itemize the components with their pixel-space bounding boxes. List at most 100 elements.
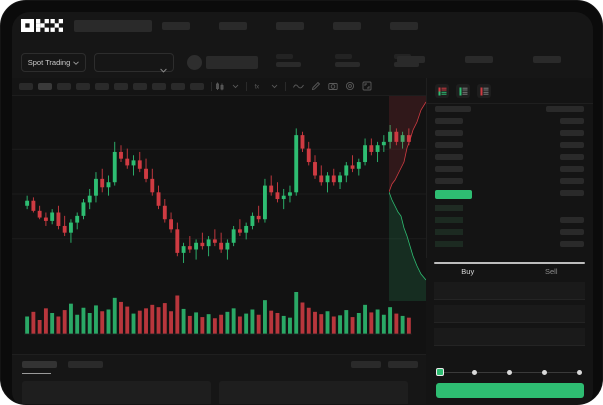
orderbook-amount-cell	[560, 217, 584, 223]
timeframe-chip[interactable]	[133, 83, 147, 90]
orderbook-mode-asks-icon[interactable]	[477, 84, 491, 98]
orderbook-amount-cell	[560, 241, 584, 247]
fullscreen-icon[interactable]	[362, 81, 372, 91]
nav-item-earn[interactable]	[333, 22, 361, 30]
orderbook-ask-row[interactable]	[435, 118, 463, 124]
settings-gear-icon[interactable]	[345, 81, 355, 91]
stat-value	[276, 62, 301, 67]
trading-mode-select[interactable]: Spot Trading	[21, 53, 86, 72]
stat-secondary	[397, 56, 425, 63]
bottom-tab-open-orders[interactable]	[22, 361, 57, 368]
stat-label	[335, 54, 352, 59]
nav-item-more[interactable]	[390, 22, 418, 30]
order-form-fields	[434, 282, 585, 346]
timeframe-chip[interactable]	[152, 83, 166, 90]
orderbook-amount-cell	[560, 130, 584, 136]
orderbook-view-modes	[435, 84, 491, 98]
timeframe-chip[interactable]	[19, 83, 33, 90]
timeframe-chips	[19, 83, 204, 90]
market-stats-secondary	[397, 56, 561, 63]
search-input[interactable]	[74, 20, 152, 32]
trading-mode-label: Spot Trading	[27, 58, 71, 67]
buy-tab[interactable]: Buy	[461, 267, 475, 276]
camera-icon[interactable]	[328, 81, 338, 91]
orderbook-mode-both-icon[interactable]	[435, 84, 449, 98]
chevron-down-icon[interactable]	[271, 81, 278, 91]
timeframe-chip[interactable]	[57, 83, 71, 90]
order-amount-slider[interactable]	[436, 367, 584, 377]
stat-value	[335, 62, 360, 67]
orderbook-ask-row[interactable]	[435, 178, 463, 184]
orderbook-bid-row[interactable]	[435, 241, 463, 247]
bottom-tab-order-history[interactable]	[68, 361, 103, 368]
slider-stop-25[interactable]	[472, 369, 477, 375]
submit-buy-button[interactable]	[436, 383, 584, 398]
coin-avatar	[187, 55, 202, 70]
orderbook-amount-cell	[560, 154, 584, 160]
slider-stop-50[interactable]	[507, 369, 512, 375]
stat-secondary	[533, 56, 561, 63]
timeframe-chip[interactable]	[76, 83, 90, 90]
okx-logo-icon[interactable]	[21, 19, 63, 32]
stat-value	[394, 62, 419, 67]
orders-card	[22, 381, 211, 404]
slider-handle[interactable]	[436, 368, 444, 376]
price-chart[interactable]	[12, 96, 426, 354]
depth-chart-overlay	[388, 96, 427, 301]
order-amount-field[interactable]	[434, 305, 585, 323]
main-nav	[162, 22, 418, 30]
orderbook-amount-cell	[560, 166, 584, 172]
nav-item-trade[interactable]	[219, 22, 247, 30]
stat-secondary	[465, 56, 493, 63]
order-total-field[interactable]	[434, 328, 585, 346]
nav-item-markets[interactable]	[162, 22, 190, 30]
orderbook-ask-row[interactable]	[435, 154, 463, 160]
sell-tab[interactable]: Sell	[544, 267, 558, 276]
orders-tab-indicator	[22, 373, 51, 374]
timeframe-chip[interactable]	[190, 83, 204, 90]
orders-action-1[interactable]	[351, 361, 381, 368]
orderbook-amount-cell	[560, 178, 584, 184]
orders-panel	[12, 354, 426, 404]
stat-label	[276, 54, 293, 59]
orders-tabs	[22, 361, 103, 368]
order-side-tabs: Buy Sell	[426, 267, 593, 276]
orderbook-bid-row[interactable]	[435, 217, 463, 223]
buy-tab-indicator	[434, 262, 585, 264]
candlestick-icon[interactable]	[215, 81, 225, 91]
chart-tool-icons: fx	[215, 81, 372, 91]
chevron-down-icon	[160, 60, 167, 78]
orderbook-bid-row[interactable]	[435, 205, 463, 211]
order-form: Buy Sell	[426, 258, 593, 404]
stat-item	[276, 54, 301, 67]
timeframe-chip[interactable]	[95, 83, 109, 90]
timeframe-chip-active[interactable]	[38, 83, 52, 90]
slider-stop-100[interactable]	[577, 369, 582, 375]
device-screen: Spot Trading	[12, 12, 593, 404]
orderbook-ask-row[interactable]	[435, 166, 463, 172]
nav-item-derivatives[interactable]	[276, 22, 304, 30]
candlestick-chart-canvas	[12, 125, 426, 335]
chevron-down-icon[interactable]	[232, 81, 239, 91]
orderbook-last-price	[435, 190, 472, 199]
draw-pencil-icon[interactable]	[311, 81, 321, 91]
timeframe-chip[interactable]	[171, 83, 185, 90]
orderbook-col-header-amount	[546, 106, 584, 112]
chart-toolbar: fx	[12, 78, 426, 96]
line-style-icon[interactable]	[293, 81, 304, 91]
indicators-icon[interactable]: fx	[254, 81, 264, 91]
orderbook-ask-row[interactable]	[435, 130, 463, 136]
orderbook-mode-bids-icon[interactable]	[456, 84, 470, 98]
orders-card	[219, 381, 408, 404]
pair-select[interactable]	[94, 53, 174, 73]
orderbook-bid-row[interactable]	[435, 229, 463, 235]
order-price-field[interactable]	[434, 282, 585, 300]
slider-stop-75[interactable]	[542, 369, 547, 375]
chevron-down-icon	[73, 58, 80, 67]
market-subheader: Spot Trading	[12, 46, 593, 78]
orderbook-ask-row[interactable]	[435, 142, 463, 148]
timeframe-chip[interactable]	[114, 83, 128, 90]
orders-action-2[interactable]	[388, 361, 418, 368]
